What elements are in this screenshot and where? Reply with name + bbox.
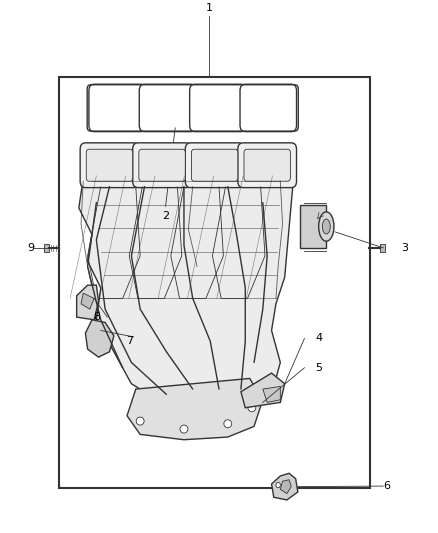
FancyBboxPatch shape bbox=[240, 84, 297, 132]
FancyBboxPatch shape bbox=[185, 143, 244, 188]
FancyBboxPatch shape bbox=[89, 84, 145, 132]
FancyBboxPatch shape bbox=[139, 149, 185, 181]
Polygon shape bbox=[127, 378, 263, 440]
Ellipse shape bbox=[322, 219, 330, 234]
Ellipse shape bbox=[136, 417, 144, 425]
Polygon shape bbox=[300, 205, 326, 248]
Polygon shape bbox=[81, 293, 94, 309]
FancyBboxPatch shape bbox=[238, 143, 297, 188]
Text: 5: 5 bbox=[315, 363, 322, 373]
Polygon shape bbox=[263, 386, 280, 402]
Ellipse shape bbox=[224, 420, 232, 427]
Ellipse shape bbox=[276, 482, 280, 488]
Polygon shape bbox=[85, 320, 114, 357]
Ellipse shape bbox=[248, 404, 256, 411]
Bar bbox=[59, 77, 370, 488]
Polygon shape bbox=[79, 179, 293, 410]
Polygon shape bbox=[280, 480, 291, 494]
Polygon shape bbox=[241, 373, 285, 408]
Text: 8: 8 bbox=[94, 312, 101, 322]
Ellipse shape bbox=[180, 425, 188, 433]
Text: 3: 3 bbox=[401, 243, 408, 253]
Text: 1: 1 bbox=[206, 3, 213, 13]
FancyBboxPatch shape bbox=[80, 143, 139, 188]
Bar bbox=[44, 244, 49, 252]
FancyBboxPatch shape bbox=[86, 149, 133, 181]
Text: 4: 4 bbox=[315, 334, 322, 343]
FancyBboxPatch shape bbox=[190, 84, 246, 132]
Polygon shape bbox=[77, 285, 99, 320]
Text: 6: 6 bbox=[383, 481, 390, 491]
Text: 9: 9 bbox=[27, 243, 34, 253]
FancyBboxPatch shape bbox=[139, 84, 196, 132]
FancyBboxPatch shape bbox=[244, 149, 290, 181]
Text: 7: 7 bbox=[127, 336, 134, 346]
Polygon shape bbox=[272, 473, 298, 500]
FancyBboxPatch shape bbox=[133, 143, 191, 188]
Text: 2: 2 bbox=[162, 211, 169, 221]
Bar bbox=[380, 244, 385, 252]
FancyBboxPatch shape bbox=[191, 149, 238, 181]
Ellipse shape bbox=[318, 212, 334, 241]
